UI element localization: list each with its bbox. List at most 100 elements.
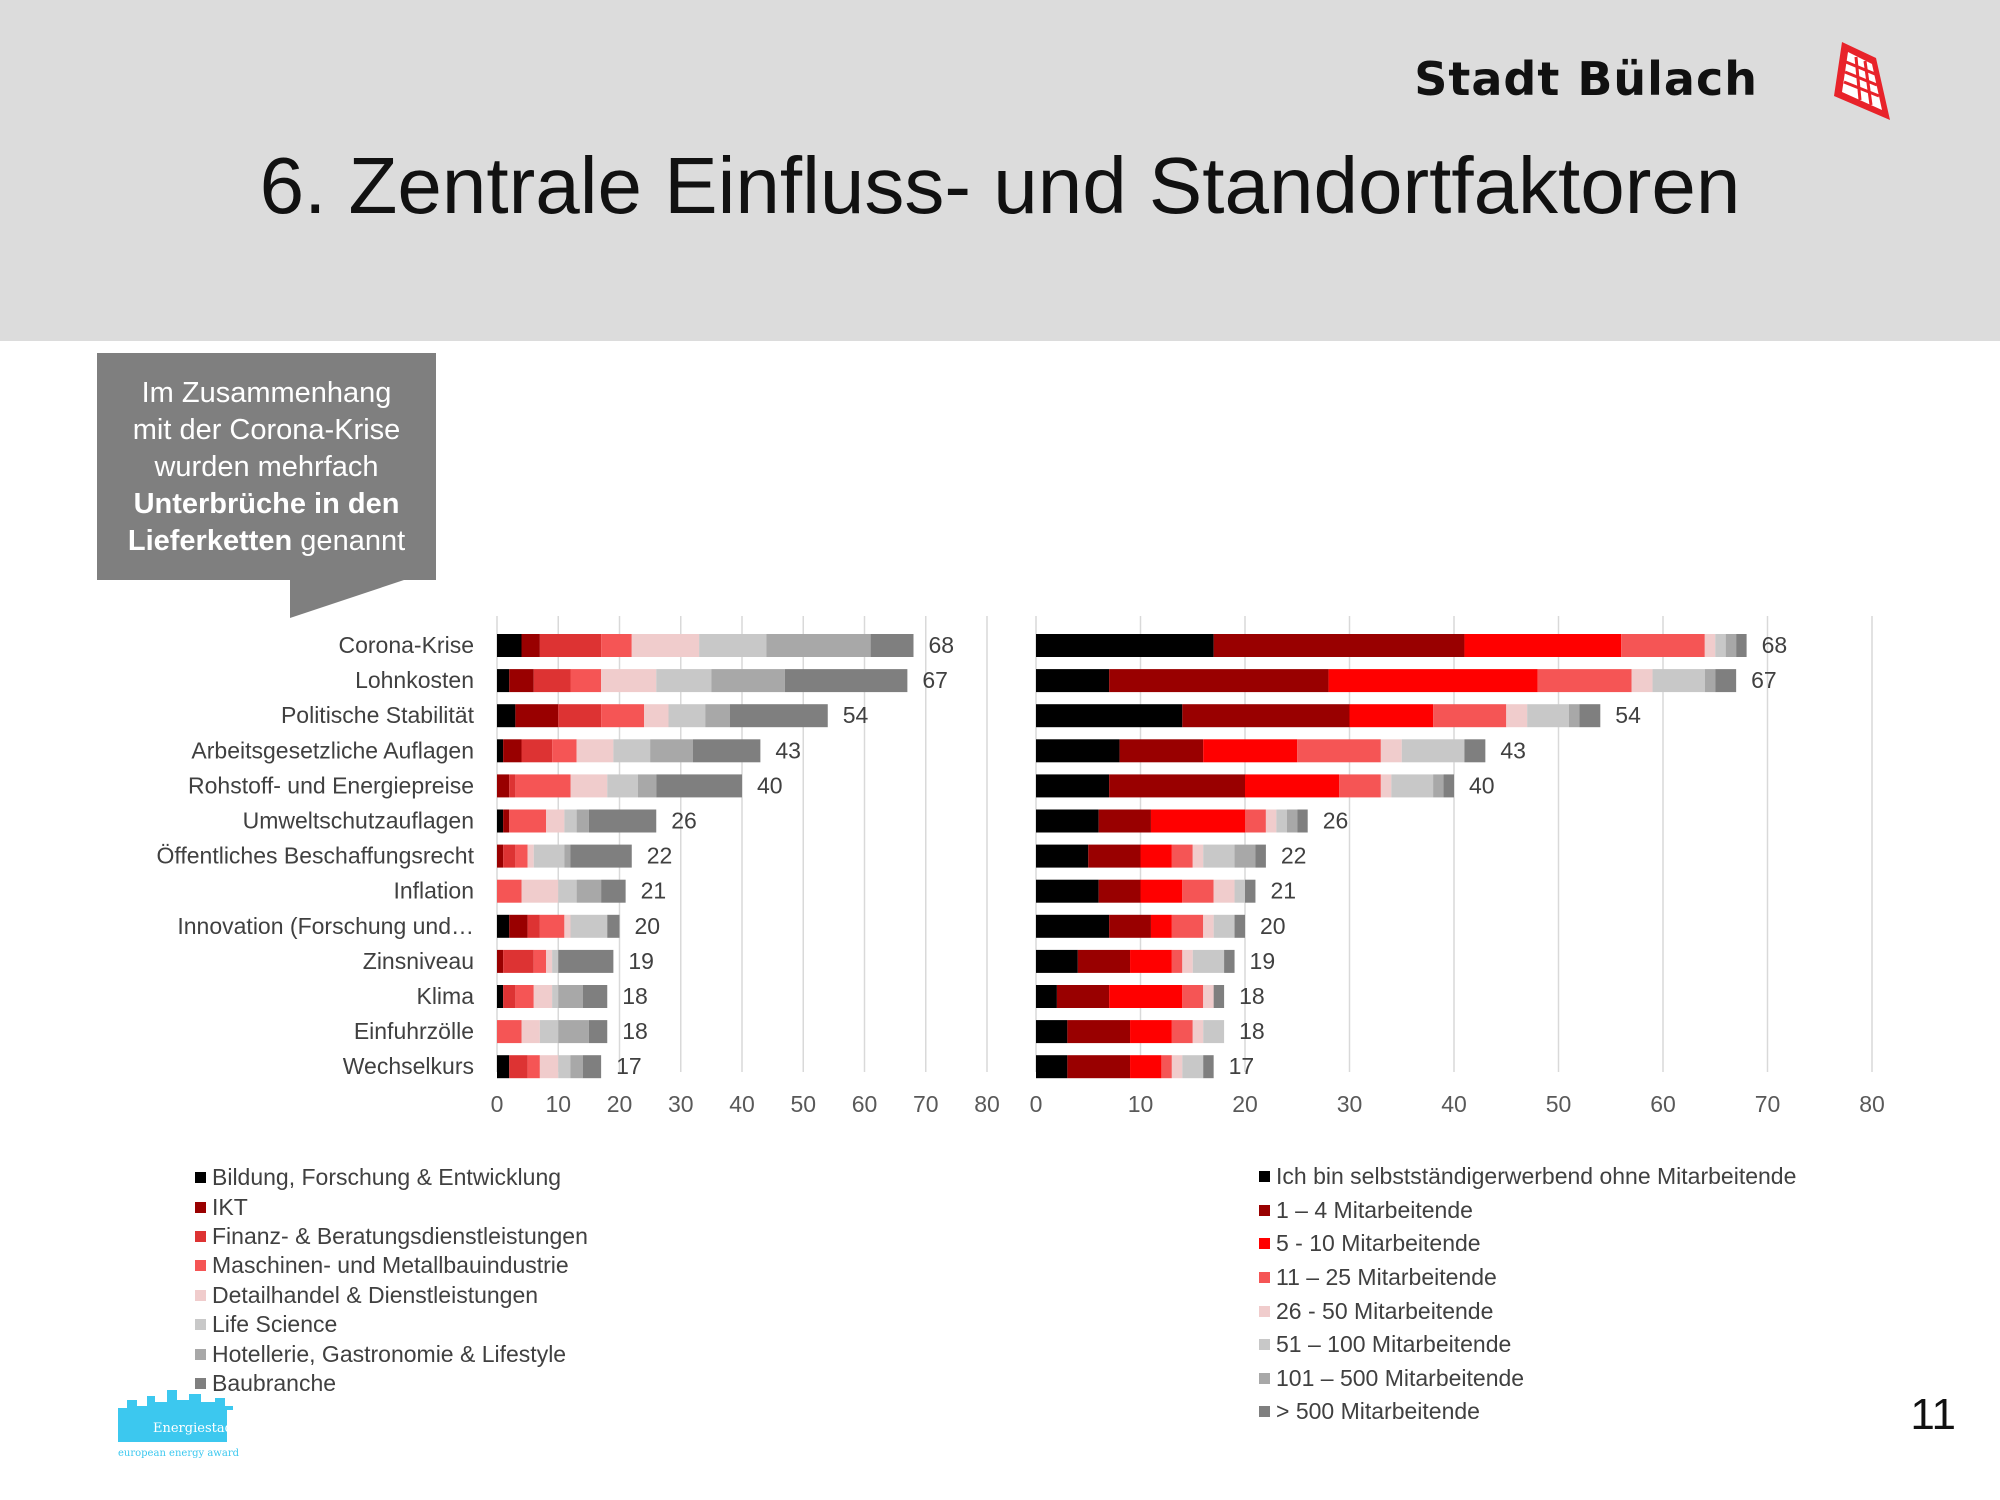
legend-item: Baubranche	[195, 1369, 588, 1398]
bar-segment	[1109, 669, 1329, 693]
legend-item: 51 – 100 Mitarbeitende	[1259, 1328, 1796, 1362]
callout-tail	[290, 578, 410, 618]
legend-label: Hotellerie, Gastronomie & Lifestyle	[212, 1340, 567, 1367]
bar-segment	[527, 1055, 540, 1079]
category-label: Lohnkosten	[355, 667, 474, 693]
total-data-label: 68	[929, 632, 955, 658]
bar-segment	[1109, 914, 1151, 938]
total-data-label: 17	[616, 1053, 642, 1079]
bar-segment	[564, 809, 577, 833]
legend-item: Life Science	[195, 1310, 588, 1339]
bar-segment	[1464, 739, 1486, 763]
header-band	[0, 0, 2000, 341]
legend-item: Hotellerie, Gastronomie & Lifestyle	[195, 1339, 588, 1368]
bar-segment	[539, 1055, 559, 1079]
bar-segment	[552, 985, 559, 1008]
bar-segment	[497, 844, 504, 868]
bar-segment	[503, 739, 522, 763]
bar-segment	[1255, 844, 1266, 868]
bar-segment	[1715, 669, 1737, 693]
energiestadt-logo-icon: Energiestadt european energy award	[118, 1390, 240, 1459]
bar-segment	[521, 1020, 540, 1044]
category-label: Einfuhrzölle	[354, 1018, 474, 1044]
bar-segment	[1182, 704, 1350, 728]
callout-box	[97, 353, 436, 580]
bar-segment	[497, 949, 504, 973]
bar-segment	[588, 1020, 608, 1044]
bar-segment	[533, 669, 571, 693]
category-label: Politische Stabilität	[281, 702, 475, 728]
bar-segment	[515, 774, 571, 798]
total-data-label: 19	[1250, 948, 1276, 974]
bar-segment	[503, 809, 510, 833]
bar-segment	[1527, 704, 1569, 728]
legend-label: Finanz- & Beratungsdienstleistungen	[212, 1222, 588, 1249]
bar-segment	[1213, 634, 1465, 657]
bar-segment	[497, 739, 504, 763]
bar-segment	[576, 809, 589, 833]
bar-segment	[1171, 1055, 1183, 1079]
bar-segment	[1067, 1020, 1131, 1044]
total-data-label: 22	[647, 843, 673, 869]
bar-segment	[1056, 985, 1110, 1008]
bar-segment	[558, 879, 577, 903]
bar-segment	[1182, 949, 1193, 973]
bar-segment	[1036, 949, 1078, 973]
bar-segment	[1171, 949, 1183, 973]
bar-segment	[766, 634, 871, 657]
legend-label: 101 – 500 Mitarbeitende	[1276, 1364, 1525, 1391]
bar-segment	[601, 669, 657, 693]
bar-segment	[1631, 669, 1653, 693]
bar-segment	[552, 949, 559, 973]
bar-segment	[497, 985, 504, 1008]
bar-segment	[1245, 879, 1256, 903]
bar-segment	[668, 704, 706, 728]
bar-segment	[503, 844, 516, 868]
bar-segment	[552, 739, 577, 763]
bar-segment	[1036, 704, 1183, 728]
bar-segment	[1401, 739, 1465, 763]
bar-segment	[570, 1055, 583, 1079]
bar-segment	[1213, 879, 1235, 903]
bar-segment	[1203, 739, 1298, 763]
bar-segment	[539, 1020, 559, 1044]
bar-segment	[1140, 844, 1172, 868]
bar-segment	[1234, 914, 1245, 938]
callout-bold-line: Lieferketten	[127, 525, 293, 557]
legend-item: Bildung, Forschung & Entwicklung	[195, 1163, 588, 1192]
bar-segment	[1715, 634, 1726, 657]
bar-segment	[497, 914, 510, 938]
bar-segment	[1036, 809, 1099, 833]
total-data-label: 54	[843, 702, 869, 728]
page-number: 11	[1910, 1390, 1956, 1439]
bar-segment	[1579, 704, 1601, 728]
legend-item: 5 - 10 Mitarbeitende	[1259, 1227, 1796, 1261]
bar-segment	[509, 1055, 528, 1079]
bar-segment	[1036, 634, 1214, 657]
x-tick-label: 70	[1755, 1091, 1781, 1117]
bar-segment	[1161, 1055, 1172, 1079]
bar-segment	[1182, 985, 1204, 1008]
bar-segment	[1297, 739, 1381, 763]
bar-segment	[1036, 844, 1089, 868]
legend-swatch	[1259, 1171, 1270, 1183]
bar-segment	[1621, 634, 1705, 657]
bar-segment	[784, 669, 908, 693]
bar-segment	[613, 739, 651, 763]
category-label: Corona-Krise	[339, 632, 475, 658]
bar-segment	[1088, 844, 1141, 868]
bar-segment	[497, 1055, 510, 1079]
bar-segment	[1203, 914, 1214, 938]
x-tick-label: 20	[1232, 1091, 1258, 1117]
total-data-label: 20	[635, 913, 661, 939]
legend-label: 1 – 4 Mitarbeitende	[1276, 1196, 1473, 1223]
x-tick-label: 0	[491, 1091, 504, 1117]
brand-name: Stadt Bülach	[1414, 52, 1758, 106]
total-data-label: 22	[1281, 843, 1307, 869]
bar-segment	[1433, 704, 1507, 728]
bar-segment	[1568, 704, 1580, 728]
legend-item: 101 – 500 Mitarbeitende	[1259, 1362, 1796, 1396]
bar-segment	[1036, 1055, 1068, 1079]
legend-swatch	[1259, 1339, 1270, 1351]
legend-swatch	[195, 1172, 206, 1184]
